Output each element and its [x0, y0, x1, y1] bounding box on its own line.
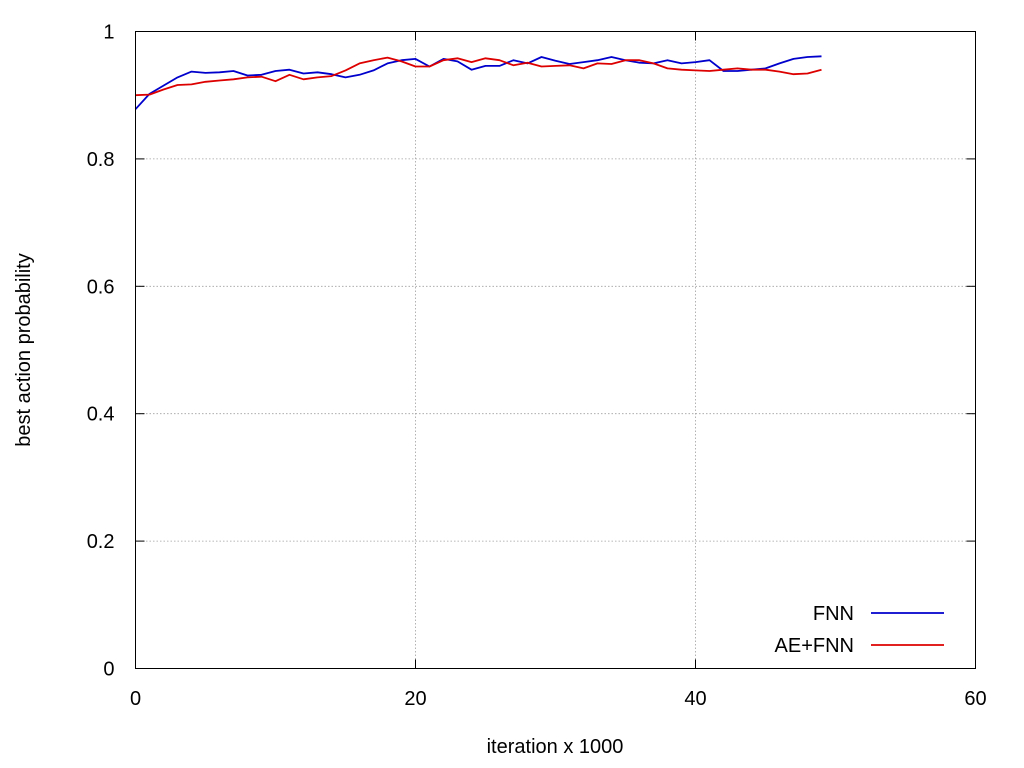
y-tick-label: 0.4 — [87, 404, 115, 426]
grid-lines — [135, 31, 976, 669]
y-tick-label: 0.8 — [87, 149, 115, 171]
x-tick-label: 20 — [404, 688, 426, 710]
x-axis-label: iteration x 1000 — [487, 736, 624, 758]
tick-labels: 0 0.2 0.4 0.6 0.8 1 0 20 40 60 — [87, 22, 987, 711]
legend-label: FNN — [813, 603, 854, 625]
y-tick-label: 1 — [103, 22, 114, 44]
series-line-ae-fnn — [135, 56, 822, 97]
legend: FNN AE+FNN — [775, 603, 944, 657]
series-lines — [134, 55, 822, 110]
x-tick-label: 40 — [684, 688, 706, 710]
series-line-fnn — [134, 55, 822, 110]
legend-label: AE+FNN — [775, 635, 854, 657]
x-tick-label: 60 — [964, 688, 986, 710]
y-tick-label: 0.6 — [87, 276, 115, 298]
y-axis-label: best action probability — [13, 253, 35, 446]
x-tick-label: 0 — [130, 688, 141, 710]
y-tick-label: 0.2 — [87, 531, 115, 553]
axis-ticks — [135, 31, 976, 669]
plot-frame — [135, 31, 976, 669]
y-tick-label: 0 — [103, 659, 114, 681]
